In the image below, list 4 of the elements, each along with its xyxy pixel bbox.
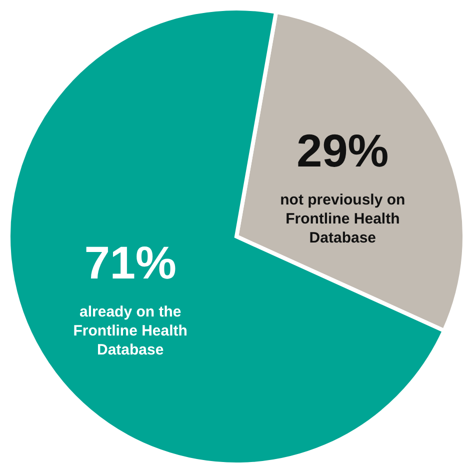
data-label: 29% [296,124,389,177]
data-label: 71% [84,236,176,288]
slice-label: already on the Frontline Health Database [73,303,188,358]
slice-label: not previously on Frontline Health Database [280,192,406,247]
